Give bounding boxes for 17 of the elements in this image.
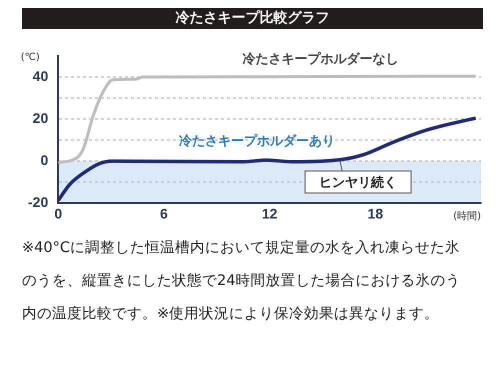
series-label: 冷たさキープホルダーあり bbox=[178, 132, 335, 149]
line-series bbox=[58, 74, 478, 165]
chart-title: 冷たさキープ比較グラフ bbox=[22, 8, 483, 29]
y-tick-label: 0 bbox=[40, 152, 48, 168]
text: ※40°Cに調整した恒温槽内において規定量の水を入れ凍らせた氷のうを、縦置きにした状態で24時間放置した場合における氷のう内の温度比較です。※使用状況により保冷効果は異なります。 bbox=[22, 238, 462, 324]
y-tick-label: 40 bbox=[32, 68, 48, 84]
x-tick-label: 0 bbox=[54, 205, 62, 222]
y-tick-label: -20 bbox=[28, 194, 48, 210]
y-tick-label: 20 bbox=[32, 110, 48, 126]
annotation: ヒンヤリ続く bbox=[319, 175, 398, 190]
x-tick-label: 18 bbox=[368, 205, 384, 222]
line-series bbox=[58, 116, 478, 202]
x-axis-title: (時間) bbox=[453, 210, 482, 222]
y-axis-title: (℃) bbox=[20, 52, 40, 63]
series-label: 冷たさキープホルダーなし bbox=[242, 51, 398, 68]
x-tick-label: 12 bbox=[262, 205, 278, 222]
x-tick-label: 6 bbox=[160, 205, 168, 222]
